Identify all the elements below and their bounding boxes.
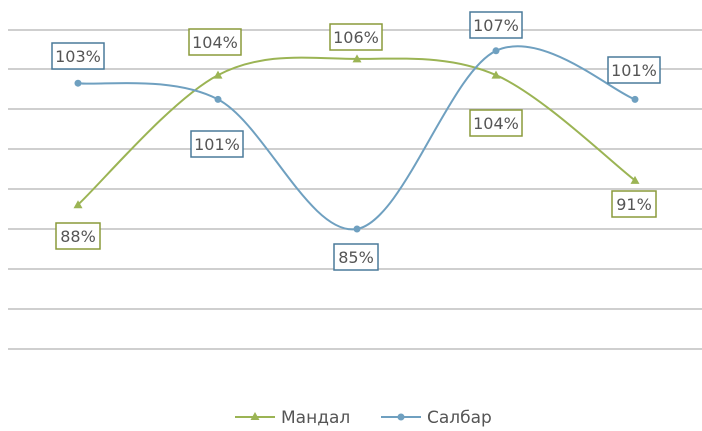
data-point-mandal <box>213 70 223 79</box>
data-label-text: 101% <box>194 135 240 154</box>
data-label-salbar: 103% <box>51 42 105 70</box>
data-label-layer: 88% 104% 106% 104% 91% 103% 101% 85% 107% 101% <box>51 11 661 271</box>
legend-label-mandal: Мандал <box>281 408 350 427</box>
legend: Мандал Салбар <box>235 408 492 428</box>
data-label-box <box>190 130 244 158</box>
data-point-mandal <box>630 175 640 184</box>
data-point-salbar <box>214 95 222 103</box>
data-label-text: 103% <box>55 47 101 66</box>
data-label-mandal: 104% <box>469 109 523 137</box>
data-point-salbar <box>74 79 82 87</box>
data-label-mandal: 91% <box>611 190 657 218</box>
data-label-box <box>611 190 657 218</box>
series-layer <box>73 45 640 233</box>
data-label-mandal: 106% <box>329 23 383 51</box>
data-point-mandal <box>352 54 362 63</box>
data-label-box <box>333 243 379 271</box>
data-label-salbar: 101% <box>607 56 661 84</box>
legend-marker-mandal <box>250 412 260 420</box>
series-line-salbar <box>77 45 636 231</box>
data-label-text: 106% <box>333 28 379 47</box>
data-label-salbar: 101% <box>190 130 244 158</box>
data-label-box <box>469 109 523 137</box>
legend-label-salbar: Салбар <box>427 408 492 427</box>
data-point-salbar <box>353 225 361 233</box>
data-label-text: 91% <box>616 195 652 214</box>
series-line-mandal <box>77 56 636 206</box>
data-label-text: 101% <box>611 61 657 80</box>
data-label-box <box>55 222 101 250</box>
data-label-text: 104% <box>192 33 238 52</box>
data-label-text: 104% <box>473 114 519 133</box>
data-label-box <box>607 56 661 84</box>
data-label-text: 88% <box>60 227 96 246</box>
data-point-mandal <box>73 200 83 209</box>
data-label-box <box>329 23 383 51</box>
legend-marker-salbar <box>397 413 405 421</box>
data-label-box <box>188 28 242 56</box>
legend-item-mandal: Мандал <box>235 408 350 428</box>
data-label-mandal: 104% <box>188 28 242 56</box>
data-label-text: 107% <box>473 16 519 35</box>
data-label-salbar: 85% <box>333 243 379 271</box>
data-label-box <box>51 42 105 70</box>
legend-item-salbar: Салбар <box>381 408 492 428</box>
data-label-text: 85% <box>338 248 374 267</box>
data-point-salbar <box>492 47 500 55</box>
data-label-box <box>469 11 523 39</box>
data-point-mandal <box>491 70 501 79</box>
data-label-mandal: 88% <box>55 222 101 250</box>
data-label-salbar: 107% <box>469 11 523 39</box>
data-point-salbar <box>631 95 639 103</box>
